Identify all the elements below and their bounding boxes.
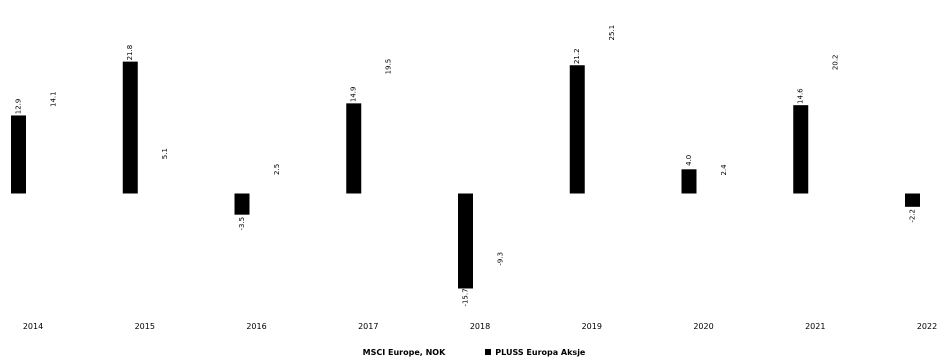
data-label: 21.2 (573, 48, 581, 64)
x-tick-label: 2019 (582, 322, 602, 331)
bar-msci-europe-nok (46, 108, 61, 194)
bar-msci-europe-nok (604, 41, 620, 194)
data-label: 12.9 (15, 99, 23, 115)
data-label: 14.1 (50, 91, 58, 107)
data-label: 25.1 (608, 25, 616, 41)
bar-pluss-europa-aksje (11, 115, 26, 194)
bar-msci-europe-nok (157, 162, 173, 194)
data-label: 14.9 (350, 87, 358, 103)
data-labels-group: 12.9 14.1 21.8 5.1 -3.5 2.5 14.9 19.5 -15.7 -9.3 2… (15, 25, 917, 307)
data-label: 5.1 (161, 148, 169, 159)
bar-pluss-europa-aksje (681, 169, 697, 194)
x-tick-label: 2014 (23, 322, 43, 331)
data-label: 4.0 (685, 155, 693, 166)
data-label: -9.3 (497, 252, 505, 266)
legend-swatch-pluss (485, 349, 492, 355)
bar-pluss-europa-aksje (569, 65, 585, 194)
x-tick-label: 2015 (135, 322, 155, 331)
x-tick-label: 2016 (246, 322, 266, 331)
bar-msci-europe-nok (828, 71, 844, 194)
bar-msci-europe-nok (269, 178, 285, 194)
legend: MSCI Europe, NOK PLUSS Europa Aksje (0, 346, 938, 358)
bar-pluss-europa-aksje (122, 61, 138, 194)
legend-item-msci: MSCI Europe, NOK (353, 346, 446, 358)
bar-msci-europe-nok (716, 178, 732, 194)
data-label: 2.4 (720, 164, 728, 176)
bar-pluss-europa-aksje (458, 193, 473, 289)
x-tick-label: 2021 (805, 322, 825, 331)
data-label: -3.5 (238, 217, 246, 231)
bar-pluss-europa-aksje (793, 105, 809, 194)
bar-pluss-europa-aksje (905, 193, 920, 207)
data-label: 14.6 (797, 88, 805, 104)
x-tick-label: 2017 (358, 322, 378, 331)
bars-group (11, 41, 920, 289)
bar-pluss-europa-aksje (346, 103, 362, 194)
legend-label-pluss: PLUSS Europa Aksje (495, 347, 586, 357)
legend-item-pluss: PLUSS Europa Aksje (485, 346, 585, 358)
data-label: 21.8 (126, 45, 134, 61)
x-tick-label: 2022 (917, 322, 937, 331)
x-tick-label: 2020 (693, 322, 713, 331)
x-tick-label: 2018 (470, 322, 490, 331)
data-label: -15.7 (462, 288, 470, 306)
data-label: 2.5 (273, 164, 281, 175)
data-label: 19.5 (385, 59, 393, 75)
bar-msci-europe-nok (493, 193, 508, 250)
data-label: 20.2 (832, 54, 840, 70)
data-label: -2.2 (909, 209, 917, 223)
bar-msci-europe-nok (381, 75, 397, 194)
legend-swatch-msci (353, 349, 359, 355)
bar-pluss-europa-aksje (234, 193, 250, 215)
x-tick-labels-group: 2014 2015 2016 2017 2018 2019 2020 2021 2022 (23, 322, 937, 331)
legend-label-msci: MSCI Europe, NOK (362, 347, 446, 357)
